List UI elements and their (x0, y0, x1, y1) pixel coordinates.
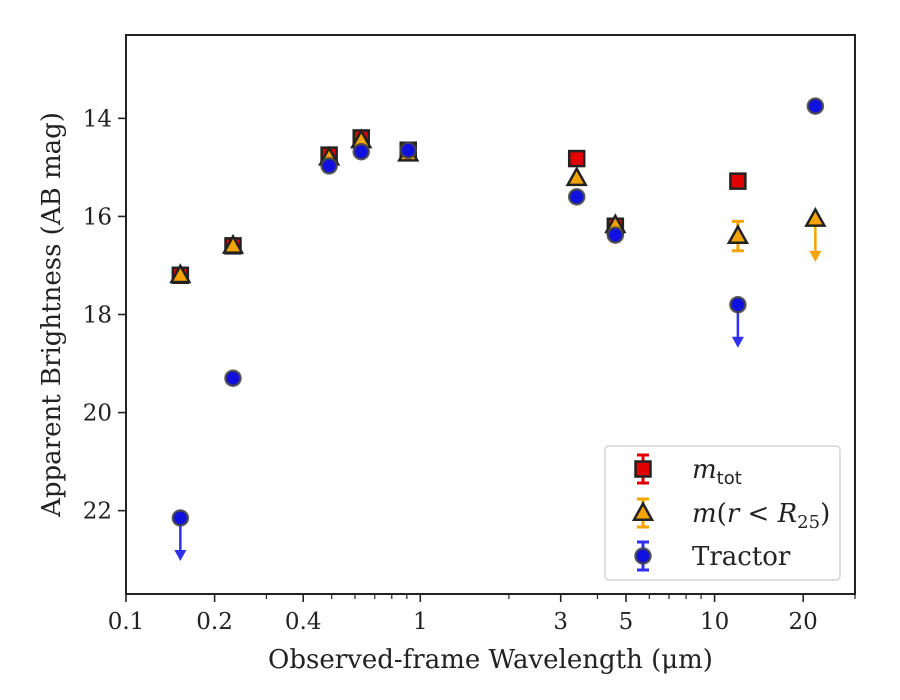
series-mtot (171, 129, 747, 285)
data-point-tractor (399, 141, 417, 159)
legend-label-mr25: m(r < R25) (692, 499, 830, 533)
x-tick-label: 1 (413, 609, 428, 635)
legend-marker-mtot (634, 460, 652, 478)
x-tick-label: 0.4 (285, 609, 322, 635)
x-tick-label: 20 (789, 609, 818, 635)
legend-marker-tractor (634, 547, 652, 565)
plot-area (169, 97, 827, 561)
data-point-mr25 (169, 263, 192, 284)
y-tick-label: 22 (83, 499, 112, 525)
x-tick-label: 10 (700, 609, 729, 635)
data-point-tractor (567, 188, 586, 206)
legend: mtot m(r < R25) Tractor (604, 445, 841, 581)
legend-marker-mr25 (631, 500, 655, 521)
legend-box (604, 445, 841, 581)
x-tick-label: 3 (553, 609, 568, 635)
series-mr25 (169, 128, 827, 284)
data-point-mr25 (221, 233, 245, 254)
upper-limit-arrowhead (174, 549, 187, 561)
legend-label-tractor: Tractor (692, 542, 791, 572)
y-axis-label: Apparent Brightness (AB mag) (37, 112, 67, 518)
series-tractor (171, 97, 825, 561)
x-tick-label: 5 (619, 609, 634, 635)
data-point-tractor (606, 226, 625, 244)
x-tick-label: 0.1 (108, 609, 145, 635)
upper-limit-arrowhead (731, 336, 744, 348)
data-point-mr25 (804, 206, 827, 227)
y-tick-label: 16 (83, 204, 112, 230)
data-point-mtot (567, 149, 586, 168)
data-point-tractor (806, 97, 825, 115)
data-point-tractor (320, 157, 338, 175)
data-point-tractor (729, 295, 747, 314)
x-axis-label: Observed-frame Wavelength (μm) (268, 645, 713, 675)
data-point-tractor (224, 369, 242, 387)
data-point-mtot (729, 172, 747, 190)
data-point-mr25 (565, 166, 588, 187)
y-tick-label: 14 (83, 106, 112, 132)
y-tick-label: 20 (83, 401, 112, 427)
data-point-tractor (171, 509, 190, 527)
x-tick-label: 0.2 (196, 609, 233, 635)
axes: 0.1 0.2 0.4 1 3 5 10 20 14 16 18 20 22 Observed-frame… (37, 34, 856, 675)
data-point-mr25 (726, 224, 750, 245)
upper-limit-arrowhead (809, 250, 822, 262)
legend-label-mtot: mtot (692, 455, 742, 489)
data-point-tractor (352, 142, 370, 161)
y-tick-label: 18 (83, 303, 112, 329)
